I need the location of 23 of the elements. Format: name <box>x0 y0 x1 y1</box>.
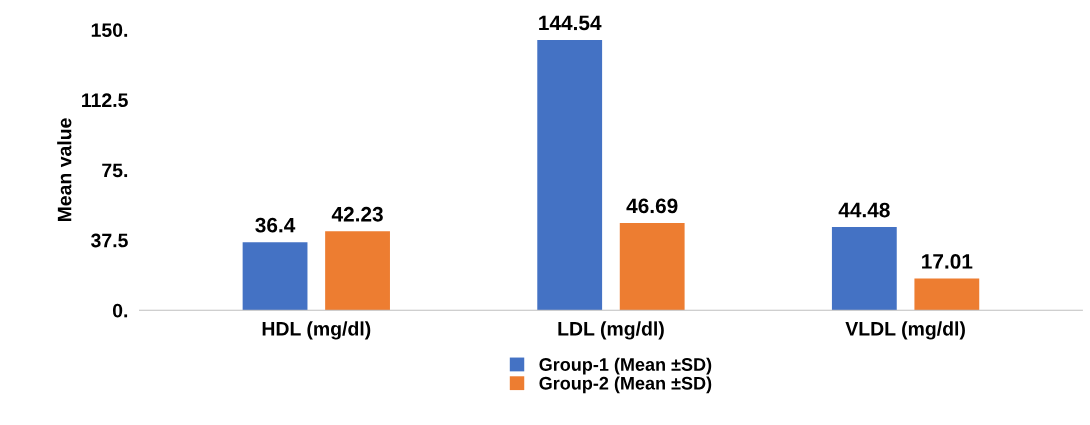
data-label: 17.01 <box>922 254 973 269</box>
y-axis-title: Mean value <box>57 118 72 222</box>
x-tick-label: LDL (mg/dl) <box>558 321 664 340</box>
bar <box>242 242 308 311</box>
y-tick-label: 112.5 <box>82 93 128 108</box>
y-tick-label: 0. <box>112 303 128 318</box>
data-label: 44.48 <box>838 202 890 218</box>
data-label: 144.54 <box>539 15 602 31</box>
data-label: 36.4 <box>255 217 296 233</box>
x-tick-label: HDL (mg/dl) <box>262 321 371 340</box>
bar <box>619 222 685 311</box>
y-tick-label: 37.5 <box>91 233 128 248</box>
y-tick-label: 150. <box>91 23 128 37</box>
data-label: 46.69 <box>626 198 678 214</box>
data-label: 42.23 <box>331 206 383 222</box>
x-tick-label: VLDL (mg/dl) <box>845 321 965 340</box>
bar <box>831 227 897 311</box>
bar <box>914 278 980 311</box>
legend-label: Group-2 (Mean ±SD) <box>539 376 712 394</box>
legend-label: Group-1 (Mean ±SD) <box>539 357 712 375</box>
bar <box>537 39 603 311</box>
y-tick-label: 75. <box>102 163 128 178</box>
bar <box>325 231 390 311</box>
